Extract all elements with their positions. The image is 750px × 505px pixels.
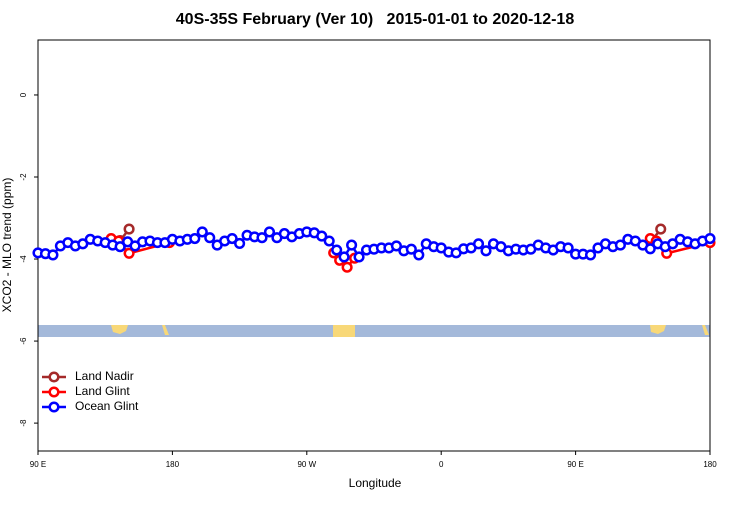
data-point bbox=[123, 247, 135, 259]
legend-marker bbox=[48, 371, 60, 383]
land-patch bbox=[111, 325, 128, 334]
legend-label: Land Glint bbox=[75, 384, 130, 398]
land-patch bbox=[650, 325, 666, 334]
data-point bbox=[226, 232, 238, 245]
map-strip bbox=[38, 325, 710, 337]
data-point bbox=[413, 249, 425, 261]
data-point bbox=[331, 244, 343, 256]
legend-label: Land Nadir bbox=[75, 369, 134, 383]
data-point bbox=[405, 243, 417, 255]
y-tick-label: 0 bbox=[19, 92, 28, 97]
data-point bbox=[196, 226, 208, 238]
data-point bbox=[341, 261, 353, 273]
data-point bbox=[346, 239, 358, 251]
y-tick-label: -8 bbox=[19, 419, 28, 427]
data-point bbox=[480, 245, 492, 257]
data-point bbox=[323, 235, 335, 247]
data-point bbox=[47, 249, 59, 261]
data-point bbox=[234, 237, 246, 249]
data-point bbox=[472, 238, 485, 250]
legend-marker bbox=[48, 401, 60, 413]
data-point bbox=[614, 239, 626, 251]
y-tick-label: -6 bbox=[19, 337, 28, 345]
data-point bbox=[353, 251, 365, 263]
x-axis-label: Longitude bbox=[349, 476, 402, 490]
data-point bbox=[390, 240, 402, 252]
y-tick-label: -2 bbox=[19, 173, 28, 181]
data-point bbox=[256, 232, 268, 244]
y-axis-label: XCO2 - MLO trend (ppm) bbox=[0, 178, 14, 313]
x-tick-label: 90 W bbox=[297, 460, 316, 469]
y-tick-label: -4 bbox=[19, 255, 28, 263]
data-point bbox=[655, 223, 667, 235]
data-point bbox=[584, 249, 597, 261]
chart-title: 40S-35S February (Ver 10) 2015-01-01 to … bbox=[176, 11, 575, 28]
land-patch bbox=[162, 325, 169, 335]
x-tick-label: 90 E bbox=[30, 460, 46, 469]
land-patch bbox=[702, 325, 709, 335]
x-tick-label: 0 bbox=[439, 460, 444, 469]
data-point bbox=[316, 230, 328, 242]
data-point bbox=[114, 241, 126, 253]
data-point bbox=[189, 232, 201, 245]
land-patch bbox=[333, 325, 355, 337]
data-point bbox=[338, 251, 350, 263]
data-point bbox=[562, 242, 574, 254]
x-tick-label: 180 bbox=[703, 460, 717, 469]
data-point bbox=[263, 226, 276, 238]
data-point bbox=[204, 232, 216, 244]
x-tick-label: 180 bbox=[166, 460, 180, 469]
legend-marker bbox=[48, 386, 60, 398]
data-point bbox=[704, 232, 716, 245]
x-tick-label: 90 E bbox=[567, 460, 583, 469]
ocean-band bbox=[38, 325, 710, 337]
data-point bbox=[644, 243, 656, 255]
legend-label: Ocean Glint bbox=[75, 399, 139, 413]
data-point bbox=[123, 223, 135, 235]
